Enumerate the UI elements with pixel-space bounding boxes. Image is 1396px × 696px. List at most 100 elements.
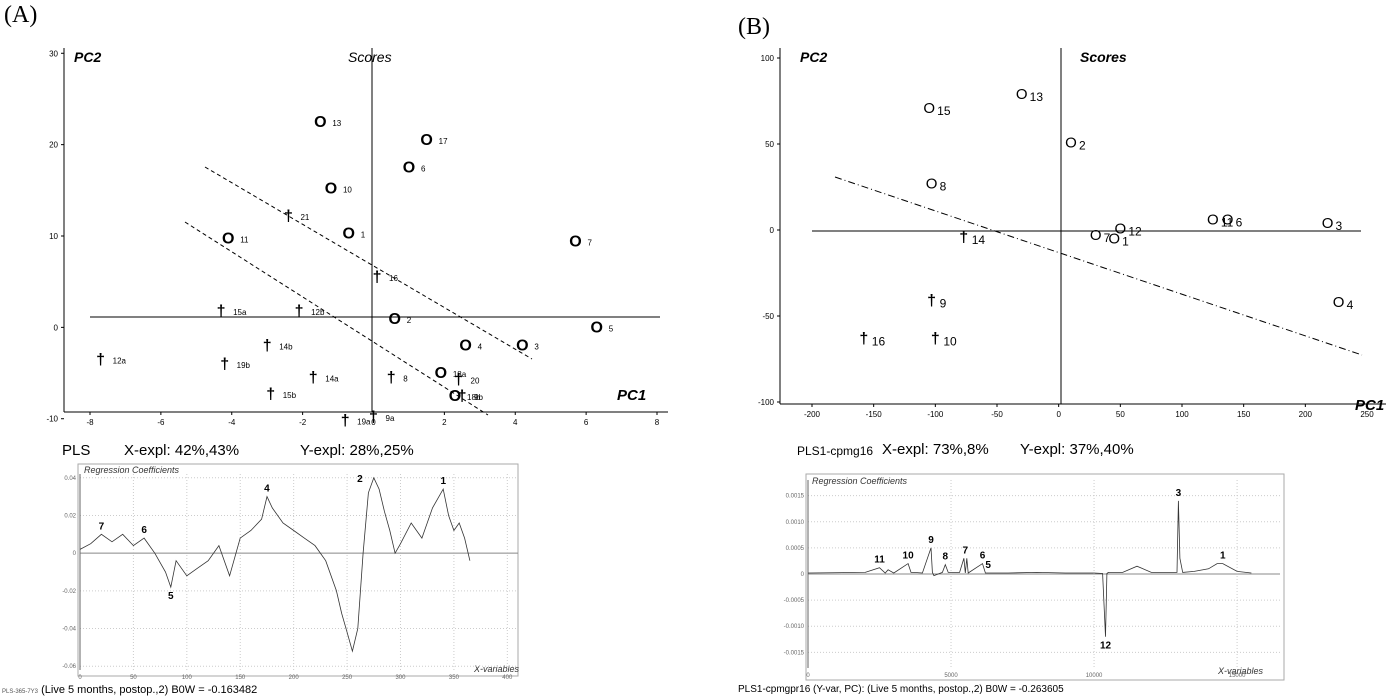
alive-marker: O <box>1090 227 1102 244</box>
alive-marker: O <box>403 159 415 176</box>
deceased-marker: † <box>220 356 229 373</box>
alive-marker: O <box>325 180 337 197</box>
deceased-marker: † <box>217 303 226 320</box>
regression-plot-b: Regression Coefficients X-variables 0.00… <box>784 473 1285 681</box>
regression-curve <box>807 500 1252 637</box>
frame-a <box>63 48 668 416</box>
y-tick-label: 100 <box>761 54 775 63</box>
point-label: 8 <box>940 180 947 194</box>
alive-marker: O <box>459 338 471 355</box>
point-label: 1 <box>1122 235 1129 249</box>
alive-marker: O <box>314 114 326 131</box>
x-tick-label: -4 <box>228 418 236 427</box>
y-tick-label: 0 <box>54 323 59 332</box>
scores-plot-a: PC2 Scores PC1 -8 -6 -4 -2 0 2 4 6 8 -10 0 10 20 30 O… <box>46 48 668 430</box>
scores-title: Scores <box>1080 49 1127 65</box>
y-tick-label: 0.04 <box>64 476 76 482</box>
x-tick-label: 5000 <box>944 673 958 679</box>
x-variables-label: X-variables <box>473 664 520 674</box>
peak-label: 7 <box>99 521 105 532</box>
point-label: 16 <box>389 274 398 283</box>
deceased-marker: † <box>341 413 350 430</box>
x-expl-a: X-expl: 42%,43% <box>124 442 240 459</box>
y-tick-label: -100 <box>758 398 775 407</box>
x-tick-label: 0 <box>371 418 376 427</box>
x-tick-label: -200 <box>804 410 821 419</box>
deceased-marker: † <box>959 229 968 246</box>
x-tick-label: 350 <box>449 675 460 681</box>
x-tick-label: -6 <box>157 418 165 427</box>
peak-label: 11 <box>874 555 885 566</box>
y-tick-label: -50 <box>762 312 774 321</box>
point-label: 20 <box>471 376 480 385</box>
x-variables-label: X-variables <box>1217 666 1264 676</box>
deceased-marker: † <box>458 388 467 405</box>
x-axis-title: PC1 <box>617 387 646 404</box>
x-tick-label: 400 <box>502 675 513 681</box>
regression-title: Regression Coefficients <box>812 476 908 486</box>
x-tick-label: 150 <box>1237 410 1251 419</box>
point-label: 16 <box>872 334 886 348</box>
regression-frame <box>805 473 1285 681</box>
x-tick-label: -2 <box>299 418 307 427</box>
point-label: 18a <box>453 370 467 379</box>
y-tick-label: -10 <box>46 415 58 424</box>
point-label: 11 <box>240 236 249 245</box>
y-tick-label: -0.02 <box>62 589 76 595</box>
y-tick-label: 0 <box>770 226 775 235</box>
alive-marker: O <box>449 388 461 405</box>
regression-plot-a: Regression Coefficients X-variables 0.04… <box>62 463 520 681</box>
peak-label: 3 <box>1176 488 1182 499</box>
deceased-marker: † <box>454 371 463 388</box>
dashed-separator-lower <box>184 221 489 416</box>
deceased-marker: † <box>96 351 105 368</box>
x-tick-label: 6 <box>584 418 589 427</box>
deceased-marker: † <box>859 330 868 347</box>
model-label-a: PLS <box>62 442 91 459</box>
peak-label: 6 <box>141 525 147 536</box>
x-tick-label: 15000 <box>1229 673 1246 679</box>
x-tick-label: 4 <box>513 418 518 427</box>
x-tick-label: 100 <box>182 675 193 681</box>
x-tick-label: 150 <box>235 675 246 681</box>
alive-marker: O <box>222 231 234 248</box>
y-tick-label: 30 <box>49 49 58 58</box>
x-tick-label: 50 <box>130 675 137 681</box>
x-expl-b: X-expl: 73%,8% <box>882 441 989 458</box>
x-tick-label: 10000 <box>1086 673 1103 679</box>
y-tick-label: -0.0005 <box>784 598 805 604</box>
point-label: 7 <box>587 238 592 247</box>
footer-b: PLS1-cpmgpr16 (Y-var, PC): (Live 5 month… <box>738 684 1064 695</box>
y-tick-label: 20 <box>49 141 58 150</box>
point-label: 5 <box>609 324 614 333</box>
y-tick-label: 0 <box>801 572 805 578</box>
point-label: 13 <box>1030 90 1044 104</box>
point-label: 1 <box>361 230 366 239</box>
point-label: 17 <box>439 137 448 146</box>
x-tick-label: 200 <box>1299 410 1313 419</box>
panel-b-label: (B) <box>738 14 770 40</box>
y-expl-a: Y-expl: 28%,25% <box>300 442 414 459</box>
point-label: 9b <box>474 393 483 402</box>
point-label: 6 <box>1236 216 1243 230</box>
point-label: 3 <box>534 343 539 352</box>
alive-marker: O <box>516 338 528 355</box>
x-tick-label: 8 <box>655 418 660 427</box>
peak-label: 4 <box>264 484 270 495</box>
y-tick-label: -0.06 <box>62 664 76 670</box>
point-label: 13 <box>332 119 341 128</box>
alive-marker: O <box>1065 134 1077 151</box>
alive-marker: O <box>389 311 401 328</box>
model-label-b: PLS1-cpmg16 <box>797 444 874 458</box>
scores-plot-b: PC2 Scores PC1 -200 -150 -100 -50 0 50 100 150 2… <box>758 48 1386 419</box>
alive-marker: O <box>342 225 354 242</box>
point-label: 18b <box>467 393 481 402</box>
peak-label: 1 <box>1220 551 1226 562</box>
alive-marker: O <box>926 176 938 193</box>
x-tick-label: 200 <box>289 675 300 681</box>
alive-marker: O <box>1222 212 1234 229</box>
y-tick-label: -0.0015 <box>784 650 805 656</box>
point-label: 3 <box>1336 219 1343 233</box>
x-tick-label: -50 <box>991 410 1003 419</box>
y-axis-title: PC2 <box>800 49 827 65</box>
